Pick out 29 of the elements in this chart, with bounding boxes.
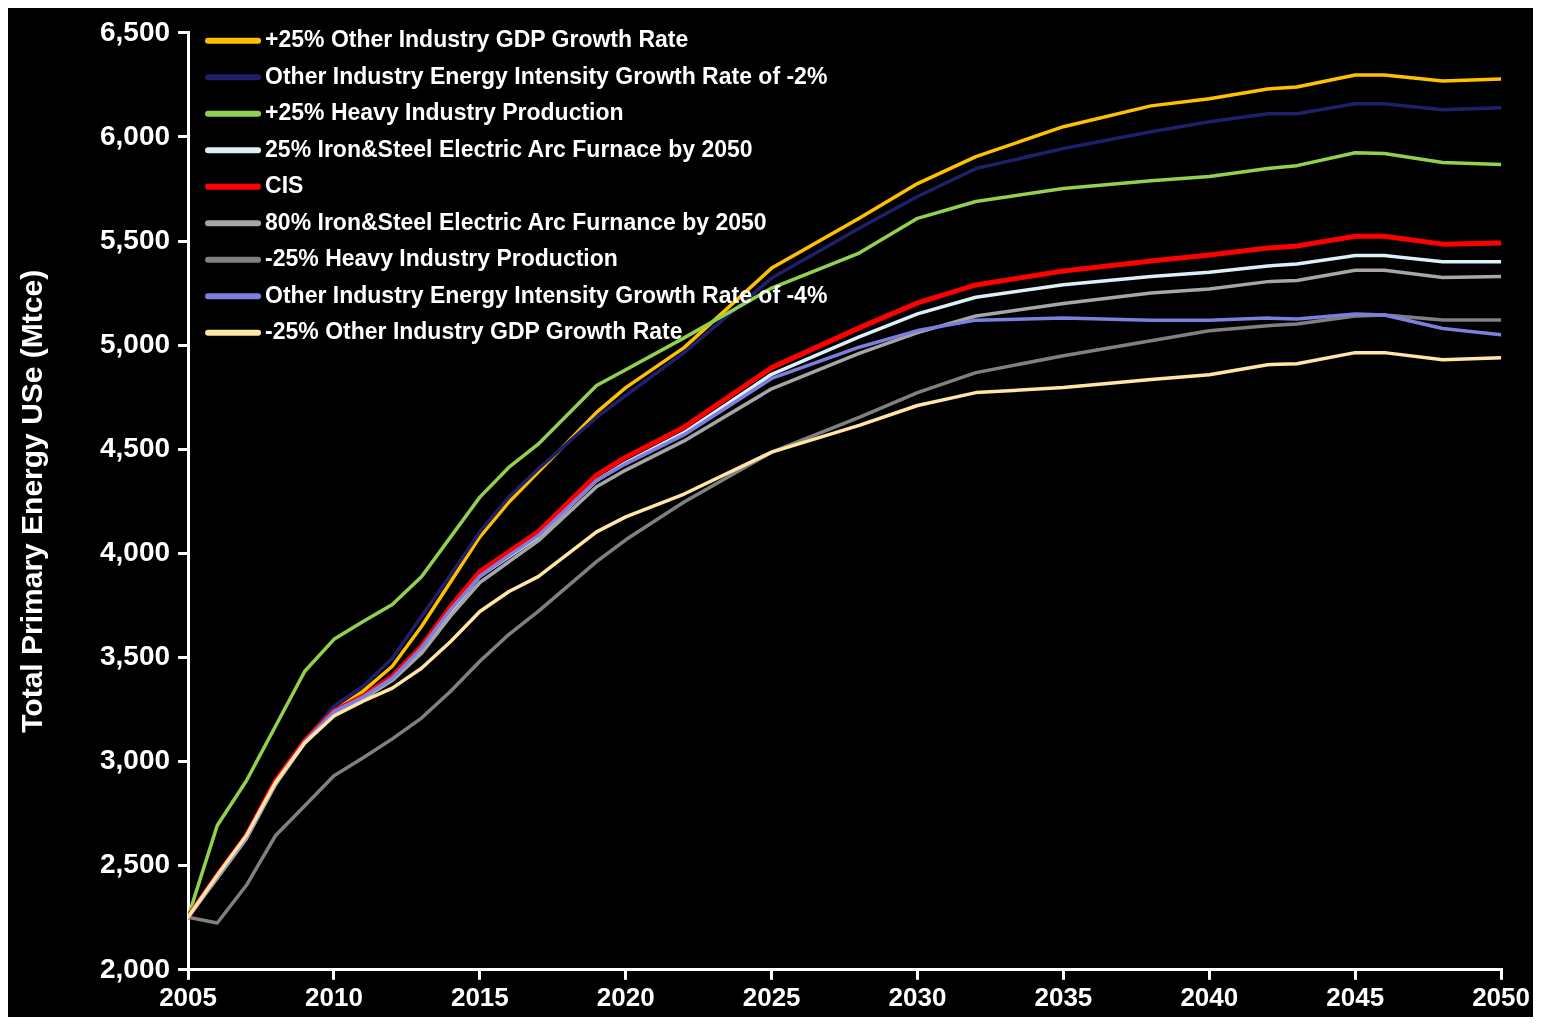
x-tick-label: 2035 bbox=[1034, 981, 1093, 1012]
y-tick-label: 3,000 bbox=[99, 744, 171, 776]
y-tick-label: 6,000 bbox=[99, 119, 171, 151]
legend-label: +25% Other Industry GDP Growth Rate bbox=[265, 26, 689, 53]
y-tick-label: 6,500 bbox=[99, 15, 171, 47]
legend-label: Other Industry Energy Intensity Growth Rate of -2% bbox=[265, 62, 828, 89]
x-tick-label: 2010 bbox=[305, 981, 363, 1012]
y-tick-label: 5,000 bbox=[99, 327, 171, 359]
legend-label: +25% Heavy Industry Production bbox=[265, 99, 624, 126]
x-tick-label: 2050 bbox=[1472, 981, 1530, 1012]
legend-label: -25% Heavy Industry Production bbox=[265, 245, 618, 272]
y-tick-label: 3,500 bbox=[99, 640, 171, 672]
x-tick-label: 2040 bbox=[1180, 981, 1239, 1012]
x-tick-label: 2020 bbox=[596, 981, 655, 1012]
legend-label: 80% Iron&Steel Electric Arc Furnance by 2050 bbox=[265, 208, 767, 235]
x-tick-label: 2005 bbox=[159, 981, 217, 1012]
y-tick-label: 4,500 bbox=[99, 431, 171, 463]
x-tick-label: 2015 bbox=[450, 981, 509, 1012]
y-tick-label: 4,000 bbox=[99, 536, 171, 568]
x-tick-label: 2025 bbox=[742, 981, 801, 1012]
legend-label: CIS bbox=[265, 172, 304, 199]
legend-label: -25% Other Industry GDP Growth Rate bbox=[265, 318, 683, 345]
y-axis-title: Total Primary Energy USe (Mtce) bbox=[15, 269, 49, 733]
x-tick-label: 2030 bbox=[888, 981, 947, 1012]
x-tick-label: 2045 bbox=[1326, 981, 1385, 1012]
legend-label: 25% Iron&Steel Electric Arc Furnace by 2050 bbox=[265, 135, 753, 162]
y-tick-label: 2,500 bbox=[99, 848, 171, 880]
y-tick-label: 2,000 bbox=[99, 952, 171, 984]
y-tick-label: 5,500 bbox=[99, 223, 171, 255]
